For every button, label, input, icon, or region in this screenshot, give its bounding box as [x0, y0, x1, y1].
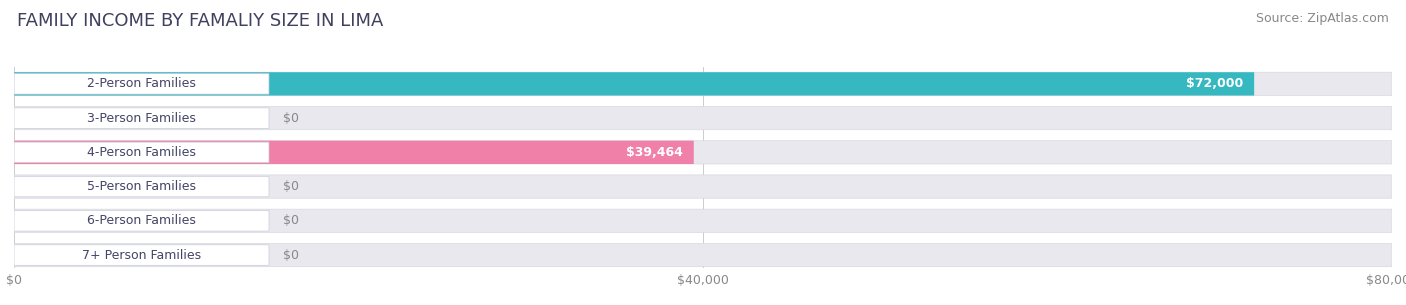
FancyBboxPatch shape — [14, 141, 693, 164]
FancyBboxPatch shape — [14, 243, 1392, 267]
FancyBboxPatch shape — [14, 175, 1392, 198]
FancyBboxPatch shape — [14, 72, 1254, 95]
FancyBboxPatch shape — [14, 209, 1392, 232]
FancyBboxPatch shape — [14, 74, 269, 94]
Text: 7+ Person Families: 7+ Person Families — [82, 249, 201, 262]
FancyBboxPatch shape — [14, 142, 269, 163]
Text: 2-Person Families: 2-Person Families — [87, 77, 195, 90]
Text: $0: $0 — [283, 112, 298, 125]
Text: $39,464: $39,464 — [626, 146, 683, 159]
FancyBboxPatch shape — [14, 72, 1392, 95]
FancyBboxPatch shape — [14, 245, 269, 265]
FancyBboxPatch shape — [14, 176, 269, 197]
Text: 5-Person Families: 5-Person Families — [87, 180, 195, 193]
Text: $0: $0 — [283, 249, 298, 262]
FancyBboxPatch shape — [14, 108, 269, 128]
Text: 4-Person Families: 4-Person Families — [87, 146, 195, 159]
Text: $0: $0 — [283, 180, 298, 193]
Text: 3-Person Families: 3-Person Families — [87, 112, 195, 125]
FancyBboxPatch shape — [14, 141, 1392, 164]
Text: $72,000: $72,000 — [1185, 77, 1243, 90]
FancyBboxPatch shape — [14, 210, 269, 231]
Text: FAMILY INCOME BY FAMALIY SIZE IN LIMA: FAMILY INCOME BY FAMALIY SIZE IN LIMA — [17, 12, 384, 30]
Text: Source: ZipAtlas.com: Source: ZipAtlas.com — [1256, 12, 1389, 25]
Text: $0: $0 — [283, 214, 298, 227]
FancyBboxPatch shape — [14, 106, 1392, 130]
Text: 6-Person Families: 6-Person Families — [87, 214, 195, 227]
